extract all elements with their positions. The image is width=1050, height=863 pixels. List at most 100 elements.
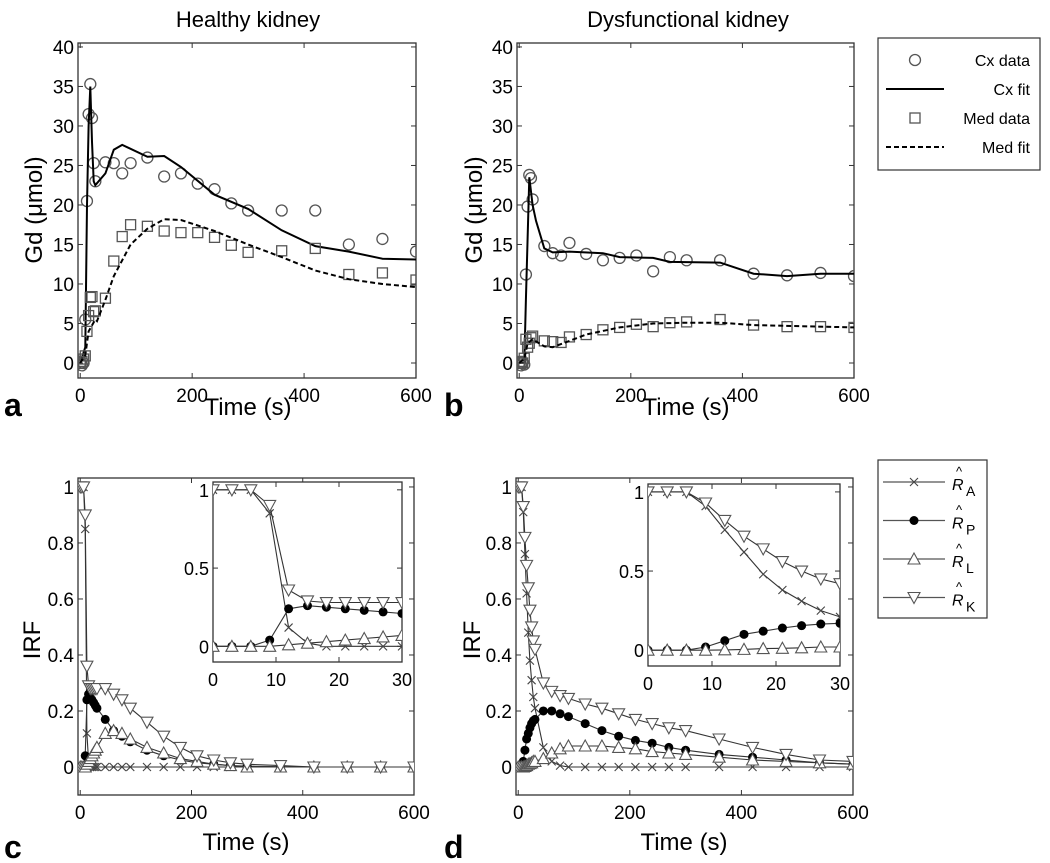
panel-a-point-cx-data: [141, 151, 154, 164]
panel-b-point-cx-data: [554, 249, 568, 262]
panel-a-ytick-label: 40: [53, 38, 74, 59]
panel-b-xtick-label: 0: [514, 386, 525, 407]
inset-d-point-r-l: [775, 641, 790, 654]
panel-c-ytick-label: 0.6: [48, 590, 74, 611]
inset-d-point-r-l: [679, 643, 694, 656]
panel-a-xtick-label: 200: [176, 386, 208, 407]
legend-gd-marker-2: [909, 112, 921, 124]
inset-d-ytick-label: 1: [634, 483, 644, 503]
panel-d-xtick-label: 200: [614, 803, 646, 824]
inset-d-point-r-k: [660, 486, 675, 500]
panel-c-point-r-a: [109, 762, 118, 772]
legend-irf-sub-2: L: [966, 560, 974, 576]
panel-d-point-r-k: [561, 692, 576, 706]
panel-b-ytick-label: 10: [492, 275, 513, 296]
panel-d-point-r-l: [561, 738, 576, 752]
panel-a-point-cx-data: [124, 156, 137, 170]
panel-d-point-r-k: [594, 702, 609, 716]
legend-irf-label-0: R: [952, 477, 964, 494]
panel-a-point-med-data: [99, 292, 112, 304]
panel-b-point-med-data: [714, 313, 726, 326]
legend-gd-label-1: Cx fit: [994, 82, 1031, 99]
inset-c-point-r-l: [224, 639, 239, 652]
panel-c-point-r-a: [159, 762, 169, 772]
panel-a-ytick-label: 10: [53, 275, 74, 296]
panel-d-point-r-a: [520, 549, 530, 559]
panel-label-a: a: [4, 387, 22, 423]
inset-c-series: [213, 484, 402, 652]
panel-b-point-cx-data: [563, 236, 576, 250]
inset-d-point-r-k: [648, 486, 655, 500]
panel-b-point-cx-data: [680, 254, 693, 267]
inset-d-point-r-k: [756, 543, 771, 557]
inset-c-point-r-p: [359, 605, 369, 615]
panel-c-point-r-l: [156, 745, 171, 759]
panel-b-point-cx-data: [546, 247, 559, 260]
inset-c-point-r-k: [262, 499, 277, 513]
panel-b: 0 200 400 600 0 5 10 15 20 25 30 35 40: [492, 38, 870, 407]
inset-d-point-r-p: [720, 636, 730, 646]
inset-c-point-r-k: [243, 484, 258, 497]
panel-d-point-r-a: [647, 762, 657, 772]
legend-irf-hat-1: ^: [956, 503, 963, 518]
inset-d-point-r-l: [794, 640, 809, 654]
legend-irf-marker-3: [907, 591, 921, 605]
panel-d-ytick-label: 0.4: [486, 646, 513, 667]
panel-b-point-med-data: [580, 328, 592, 341]
panel-b-line-cx-fit: [519, 177, 854, 364]
inset-c-point-r-a: [284, 623, 293, 632]
panel-d-point-r-k: [779, 748, 793, 762]
inset-d-point-r-a: [720, 525, 730, 535]
panel-c-point-r-k: [123, 702, 138, 716]
inset-c-point-r-k: [224, 484, 239, 497]
panel-d-point-r-k: [578, 698, 593, 712]
inset-c-point-r-l: [395, 628, 402, 641]
panel-b-series: [517, 168, 854, 372]
panel-c-point-r-a: [175, 762, 185, 772]
inset-c: 0 10 20 30 0 0.5 1: [184, 481, 412, 690]
panel-d-ytick-label: 0: [501, 758, 512, 779]
legend-irf-label-2: R: [952, 554, 964, 571]
inset-d-point-r-p: [797, 621, 807, 631]
panel-d-point-r-a: [564, 762, 573, 772]
panel-d-point-r-l: [594, 738, 609, 752]
panel-a-line-cx-fit: [79, 86, 416, 364]
panel-d-point-r-k: [678, 725, 693, 738]
legend-irf-label-1: R: [952, 516, 964, 533]
panel-b-ytick-label: 20: [492, 196, 513, 217]
inset-c-ytick-label: 1: [199, 481, 209, 501]
panel-a-point-med-data: [309, 242, 321, 255]
panel-a-ytick-label: 20: [53, 196, 74, 217]
panel-b-point-med-data: [614, 321, 626, 334]
panel-d-point-r-a: [525, 656, 535, 665]
panel-d-point-r-l: [678, 747, 693, 760]
panel-d-point-r-a: [714, 762, 724, 772]
inset-c-point-r-k: [395, 596, 402, 610]
panel-b-ytick-label: 5: [502, 314, 513, 335]
panel-d-point-r-a: [530, 703, 540, 713]
panel-b-point-cx-data: [596, 254, 610, 267]
legend-irf-hat-3: ^: [956, 580, 963, 595]
panel-b-ytick-label: 25: [492, 156, 513, 177]
panel-a-ytick-label: 15: [53, 235, 74, 256]
inset-d-point-r-a: [758, 569, 768, 579]
inset-d-point-r-k: [833, 578, 840, 591]
panel-d-point-r-l: [661, 745, 676, 759]
panel-c-point-r-k: [156, 730, 171, 744]
ylabel-c: IRF: [19, 621, 46, 660]
panel-c-point-r-p: [92, 703, 102, 713]
panel-a-xtick-label: 0: [75, 386, 86, 407]
inset-c-point-r-l: [357, 631, 372, 645]
panel-b-xtick-label: 200: [615, 386, 647, 407]
panel-d-xtick-label: 0: [513, 803, 524, 824]
panel-c-point-r-l: [123, 731, 138, 745]
panel-b-point-med-data: [848, 321, 854, 334]
inset-d-point-r-p: [835, 618, 840, 628]
legend-irf-hat-2: ^: [956, 541, 963, 556]
inset-d-ytick-label: 0: [634, 641, 644, 661]
panel-d-point-r-a: [527, 675, 537, 685]
panel-c-point-r-k: [78, 481, 91, 495]
panel-c-point-r-k: [206, 754, 221, 768]
panel-a-point-cx-data: [116, 167, 129, 180]
panel-b-point-cx-data: [630, 249, 643, 262]
